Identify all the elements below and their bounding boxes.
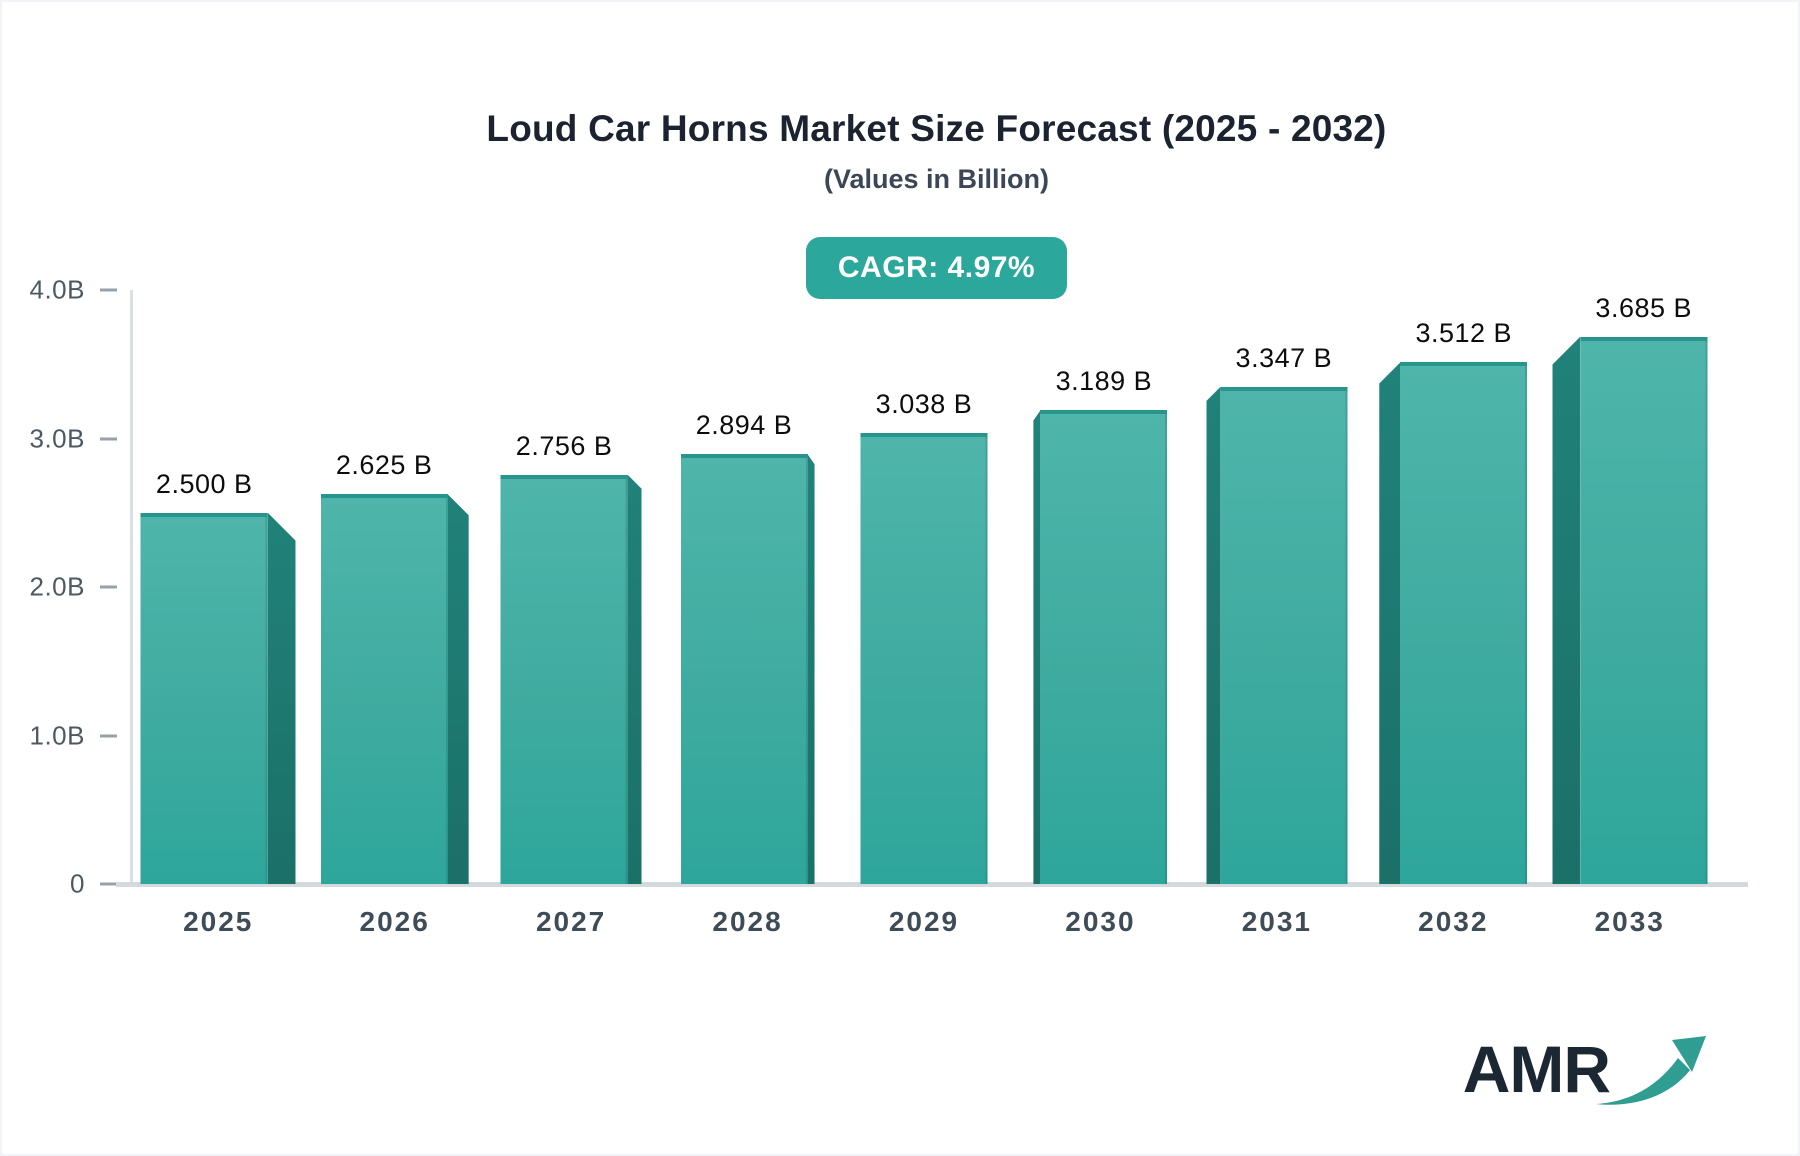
bar-face: 2.625 B <box>320 450 448 884</box>
y-axis-tick <box>100 882 117 886</box>
bar-value-label: 3.189 B <box>1055 366 1153 397</box>
growth-arrow-icon <box>1596 1036 1706 1105</box>
y-axis-label: 3.0B <box>29 423 85 453</box>
bar-slot: 2.756 B <box>483 290 659 884</box>
bar-slot: 3.685 B <box>1542 290 1718 884</box>
x-axis-labels: 2025 2026 2027 2028 2029 2030 2031 2032 2033 <box>130 906 1718 938</box>
x-axis-line <box>116 882 1748 887</box>
bar-side-face <box>1206 386 1221 884</box>
amr-logo-text: AMR <box>1462 1032 1611 1106</box>
bar-value-label: 2.756 B <box>515 430 613 461</box>
amr-logo: AMR <box>1463 1026 1714 1112</box>
plot-area <box>130 290 1746 884</box>
x-axis-label-2032: 2032 <box>1418 906 1489 937</box>
bar-slot: 3.038 B <box>836 290 1012 884</box>
y-axis-tick <box>100 734 117 737</box>
bar-2033: 3.685 B <box>1552 293 1708 884</box>
bar-value-label: 2.500 B <box>155 468 253 499</box>
bar-value-label: 3.685 B <box>1595 292 1693 323</box>
bar-2028: 2.894 B <box>680 410 815 884</box>
bar-face: 3.189 B <box>1040 366 1168 884</box>
bar-face: 3.038 B <box>860 389 988 884</box>
bar-face: 3.347 B <box>1220 343 1348 884</box>
bar-face: 3.512 B <box>1400 318 1528 884</box>
bar-2032: 3.512 B <box>1379 318 1528 884</box>
bar-slot: 3.512 B <box>1365 290 1541 884</box>
bar-side-face <box>807 454 815 884</box>
x-axis-label-2027: 2027 <box>535 906 607 937</box>
y-axis-tick <box>100 585 117 589</box>
bar-slot: 3.189 B <box>1012 290 1188 884</box>
y-axis-label: 0 <box>70 868 85 899</box>
bar-face: 3.685 B <box>1580 293 1708 884</box>
bar-slot: 3.347 B <box>1189 290 1365 884</box>
y-axis-tick <box>100 288 117 292</box>
bar-2030: 3.189 B <box>1033 366 1168 884</box>
y-axis-label: 1.0B <box>29 720 85 750</box>
bar-slot: 2.500 B <box>130 290 306 884</box>
bar-2029: 3.038 B <box>860 389 988 884</box>
y-axis-tick <box>100 437 117 440</box>
chart-header: Loud Car Horns Market Size Forecast (202… <box>130 0 1743 299</box>
bar-slot: 2.625 B <box>306 290 482 884</box>
bar-2025: 2.500 B <box>140 469 296 884</box>
bar-value-label: 2.625 B <box>335 450 433 481</box>
bar-face: 2.756 B <box>500 431 628 884</box>
bar-side-face <box>1552 336 1581 884</box>
x-axis-label-2030: 2030 <box>1065 906 1136 937</box>
bar-side-face <box>447 494 469 884</box>
bar-side-face <box>627 474 642 884</box>
x-axis-label-2028: 2028 <box>712 906 783 937</box>
cagr-badge: CAGR: 4.97% <box>805 237 1068 299</box>
x-axis-label-2025: 2025 <box>183 906 254 937</box>
y-axis-label: 4.0B <box>29 274 85 305</box>
bar-2026: 2.625 B <box>320 450 469 884</box>
bars-container: 2.500 B 2.625 B 2.756 B 2.894 B 3.038 B 3.189… <box>130 290 1718 884</box>
bar-2027: 2.756 B <box>500 431 642 884</box>
bar-side-face <box>267 512 296 884</box>
bar-face: 2.500 B <box>140 469 268 884</box>
chart-title: Loud Car Horns Market Size Forecast (202… <box>486 108 1387 149</box>
x-axis-label-2031: 2031 <box>1241 906 1312 937</box>
bar-side-face <box>1033 410 1041 884</box>
x-axis-label-2026: 2026 <box>359 906 430 937</box>
bar-value-label: 3.038 B <box>875 388 973 419</box>
x-axis-label-2033: 2033 <box>1594 906 1665 937</box>
bar-side-face <box>1379 362 1401 884</box>
y-axis-label: 2.0B <box>29 571 85 602</box>
bar-2031: 3.347 B <box>1206 343 1348 884</box>
bar-slot: 2.894 B <box>659 290 835 884</box>
x-axis-label-2029: 2029 <box>888 906 960 937</box>
bar-value-label: 2.894 B <box>695 410 793 441</box>
bar-face: 2.894 B <box>680 410 808 884</box>
bar-value-label: 3.347 B <box>1235 342 1333 373</box>
bar-value-label: 3.512 B <box>1415 318 1513 349</box>
chart-subtitle: (Values in Billion) <box>823 164 1050 194</box>
